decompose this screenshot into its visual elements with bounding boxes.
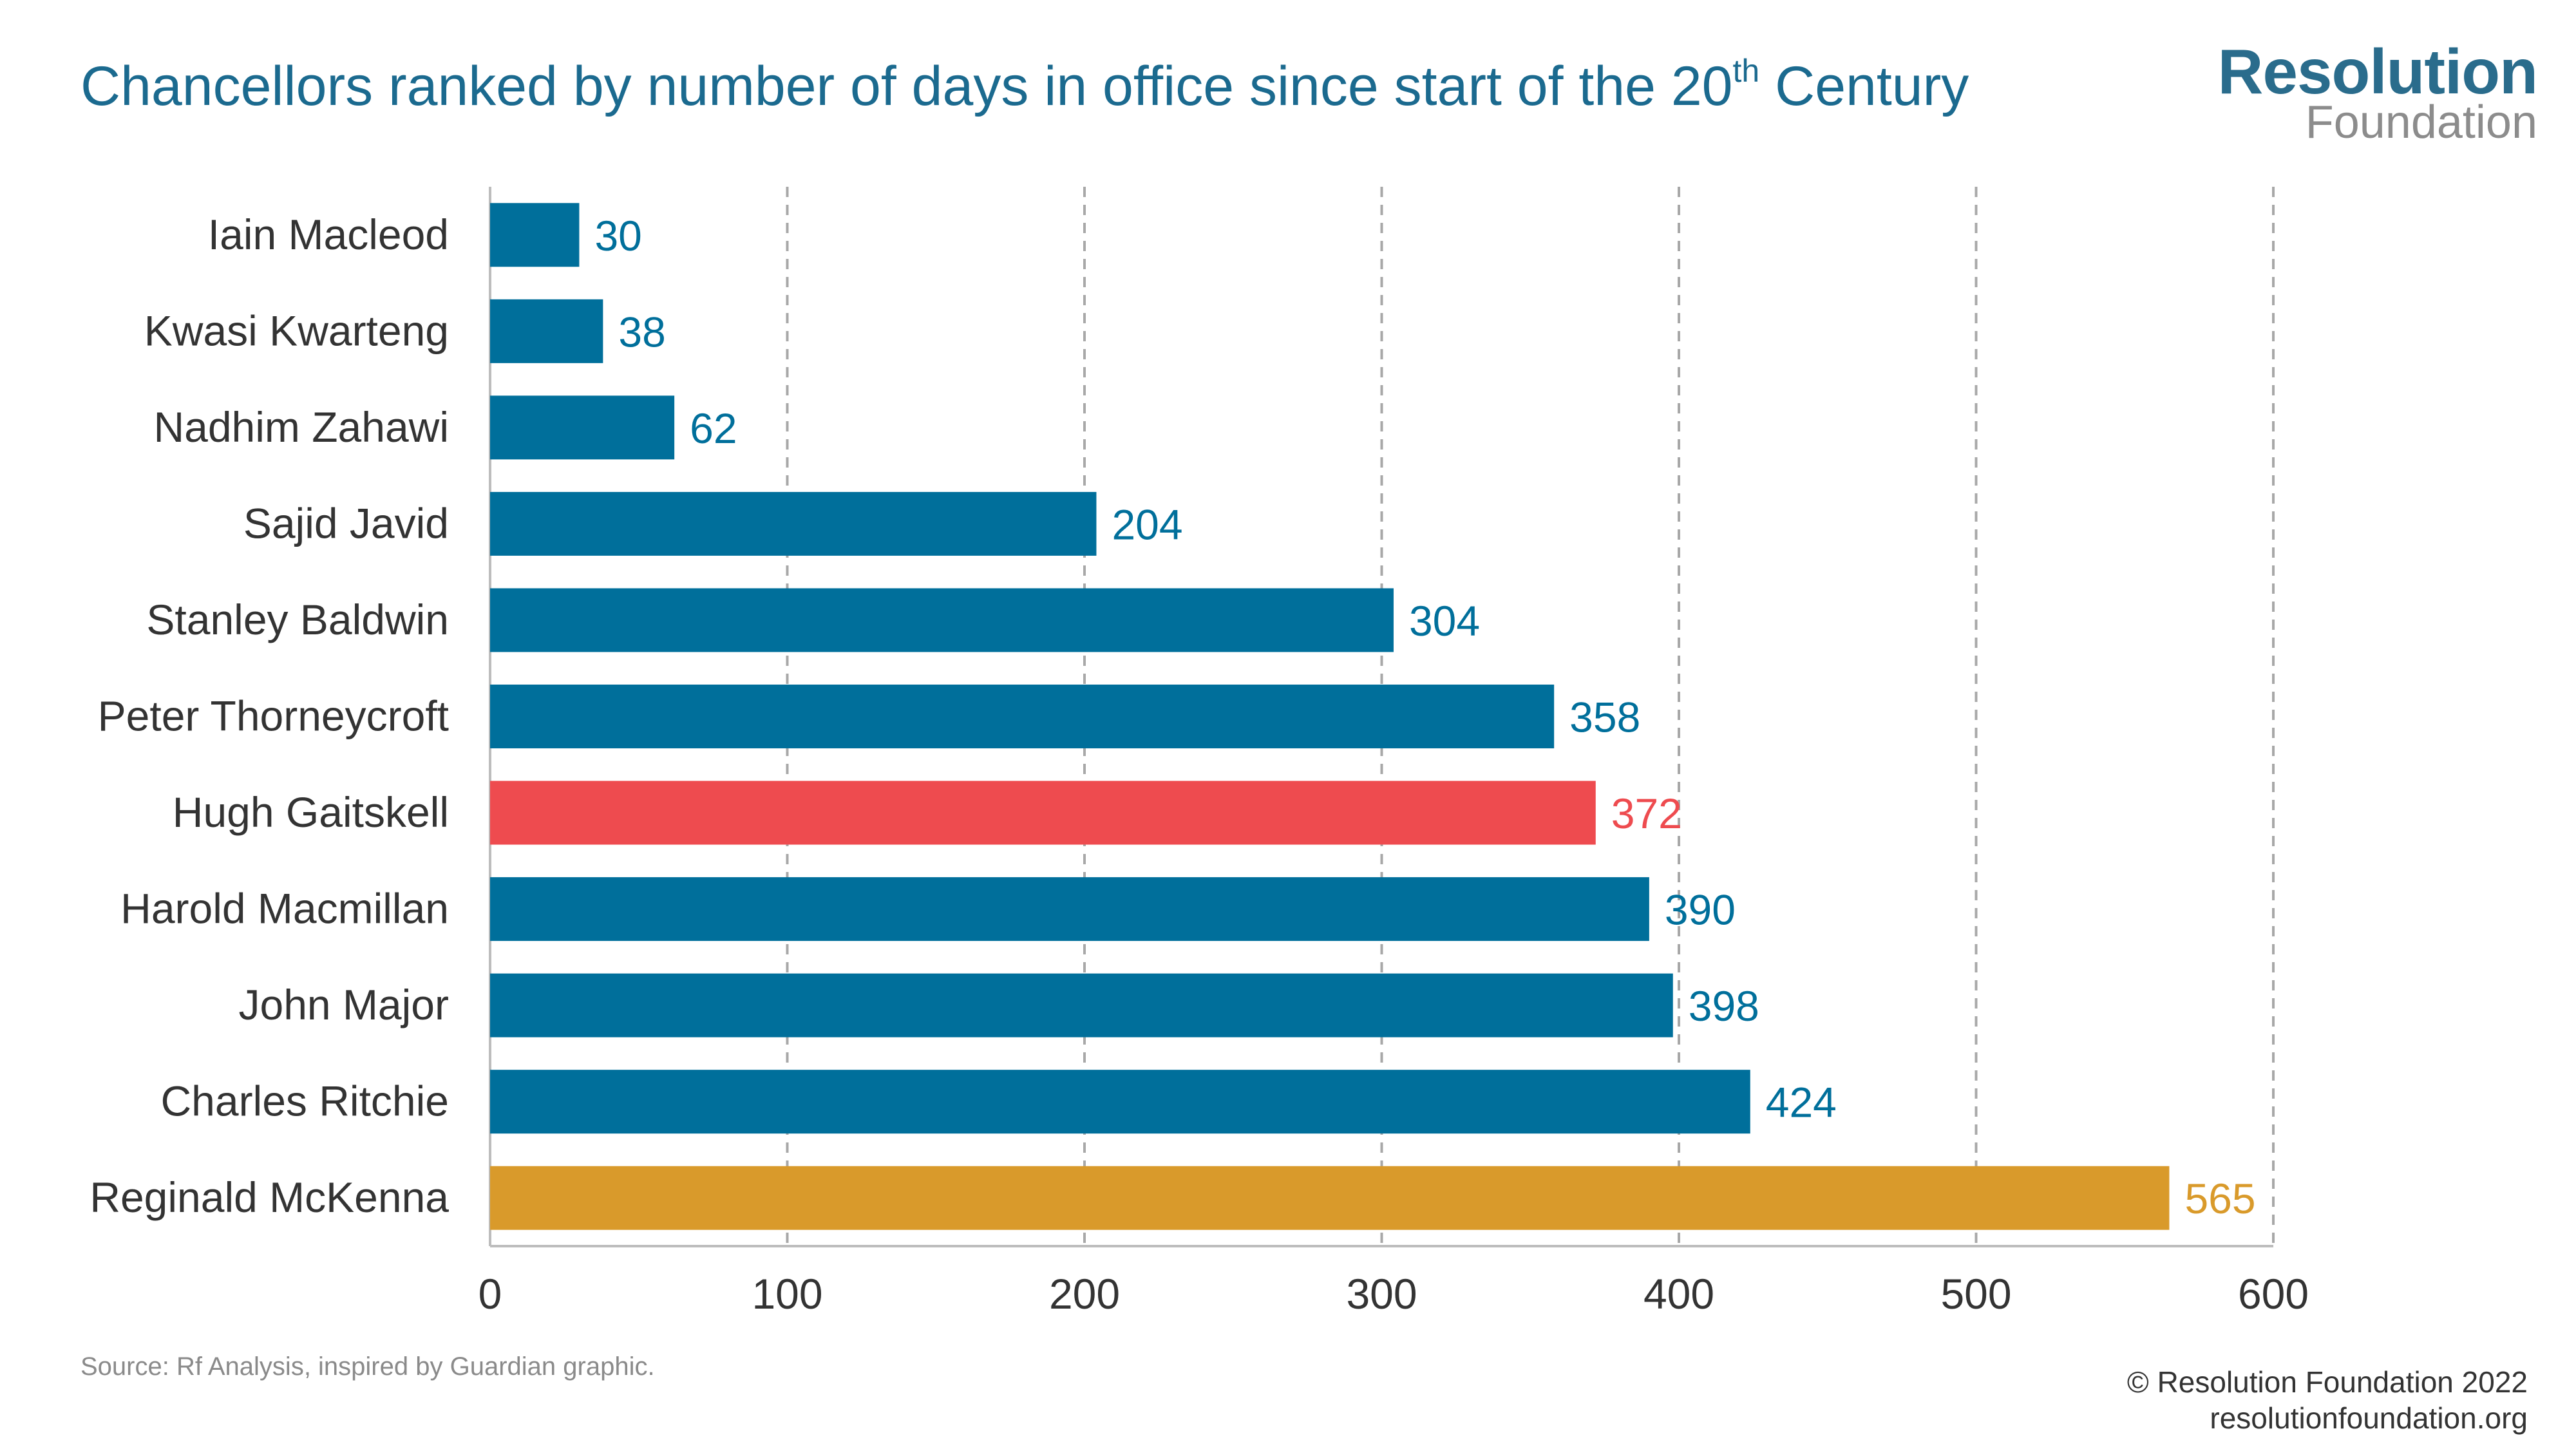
category-label: Nadhim Zahawi: [153, 403, 449, 451]
bar: [490, 395, 675, 460]
chart-title-main: Chancellors ranked by number of days in …: [80, 55, 1733, 117]
category-label: Iain Macleod: [208, 211, 449, 258]
data-label: 358: [1569, 694, 1640, 741]
x-tick-label: 0: [478, 1270, 502, 1318]
category-label: Peter Thorneycroft: [98, 692, 449, 740]
data-label: 372: [1611, 790, 1682, 837]
bar: [490, 781, 1596, 845]
website-url: resolutionfoundation.org: [2210, 1401, 2528, 1435]
category-label: Hugh Gaitskell: [173, 788, 449, 836]
data-label: 398: [1689, 982, 1759, 1030]
logo-line-2: Foundation: [2305, 97, 2537, 148]
x-tick-label: 100: [752, 1270, 822, 1318]
bar: [490, 299, 603, 363]
x-tick-label: 400: [1643, 1270, 1714, 1318]
bar: [490, 877, 1649, 942]
footer: © Resolution Foundation 2022 resolutionf…: [2127, 1364, 2528, 1436]
data-label: 390: [1665, 886, 1736, 934]
x-tick-label: 300: [1346, 1270, 1417, 1318]
bar: [490, 973, 1673, 1037]
data-label: 565: [2184, 1175, 2255, 1222]
category-label: Sajid Javid: [243, 499, 449, 547]
bar: [490, 1070, 1750, 1134]
chart-title: Chancellors ranked by number of days in …: [80, 55, 1969, 118]
category-label: Charles Ritchie: [161, 1077, 450, 1125]
x-tick-label: 600: [2238, 1270, 2309, 1318]
category-label: Kwasi Kwarteng: [144, 307, 449, 354]
bar: [490, 491, 1097, 556]
bar: [490, 203, 580, 267]
bar: [490, 588, 1394, 652]
category-label: Stanley Baldwin: [146, 596, 449, 643]
data-label: 204: [1112, 500, 1182, 548]
chart-title-suffix: Century: [1759, 55, 1969, 117]
data-label: 304: [1409, 597, 1480, 645]
category-label: John Major: [239, 981, 450, 1028]
x-tick-label: 200: [1049, 1270, 1120, 1318]
data-label: 38: [618, 308, 665, 355]
chart-title-superscript: th: [1732, 53, 1760, 89]
resolution-foundation-logo: Resolution Foundation: [2217, 36, 2538, 148]
x-tick-label: 500: [1940, 1270, 2011, 1318]
data-label: 62: [690, 404, 737, 452]
logo-line-1: Resolution: [2217, 36, 2538, 107]
category-label: Harold Macmillan: [120, 885, 449, 933]
data-label: 30: [594, 212, 641, 260]
bar: [490, 1166, 2170, 1230]
category-label: Reginald McKenna: [90, 1173, 449, 1221]
bar: [490, 685, 1555, 748]
source-note: Source: Rf Analysis, inspired by Guardia…: [80, 1352, 655, 1381]
copyright-text: © Resolution Foundation 2022: [2126, 1365, 2528, 1399]
data-label: 424: [1766, 1079, 1837, 1126]
